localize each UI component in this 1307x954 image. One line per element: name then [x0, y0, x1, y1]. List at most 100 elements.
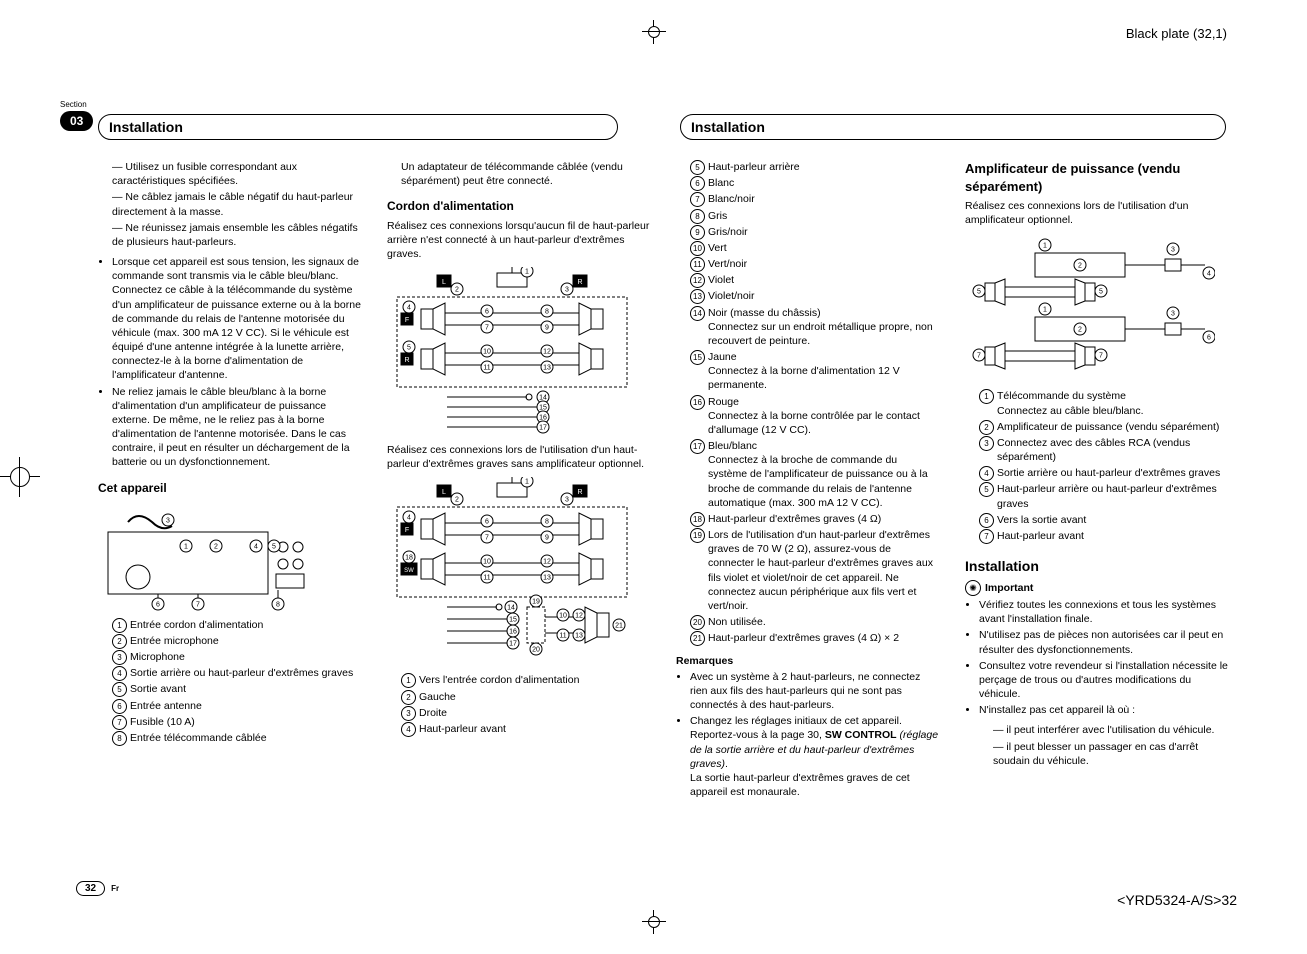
svg-text:L: L: [442, 279, 446, 286]
list-item: 3Droite: [401, 706, 650, 720]
crop-mark-bottom: [642, 910, 666, 934]
list-item: Utilisez un fusible correspondant aux ca…: [112, 160, 361, 188]
list-item: N'utilisez pas de pièces non autorisées …: [979, 628, 1228, 656]
svg-text:F: F: [405, 527, 409, 534]
list-item: Consultez votre revendeur si l'installat…: [979, 659, 1228, 702]
list-item: Changez les réglages initiaux de cet app…: [690, 714, 939, 799]
section-label: Section: [60, 100, 93, 109]
svg-text:6: 6: [156, 601, 160, 608]
list-item: 10Vert: [690, 241, 939, 255]
list-item: Vérifiez toutes les connexions et tous l…: [979, 598, 1228, 626]
col3-remarks: Avec un système à 2 haut-parleurs, ne co…: [676, 670, 939, 800]
install-heading: Installation: [965, 557, 1228, 576]
list-item: 2Entrée microphone: [112, 634, 361, 648]
svg-text:16: 16: [509, 629, 517, 636]
list-item: 6Blanc: [690, 176, 939, 190]
svg-text:10: 10: [559, 613, 567, 620]
svg-text:12: 12: [575, 613, 583, 620]
svg-text:8: 8: [276, 601, 280, 608]
list-item: 1Télécommande du systèmeConnectez au câb…: [979, 389, 1228, 417]
svg-text:5: 5: [977, 289, 981, 296]
svg-text:6: 6: [485, 519, 489, 526]
between-text: Réalisez ces connexions lors de l'utilis…: [387, 443, 650, 471]
list-item: 17Bleu/blancConnectez à la broche de com…: [690, 439, 939, 510]
list-item: 7Fusible (10 A): [112, 715, 361, 729]
list-text: Entrée microphone: [130, 635, 219, 647]
list-item: Ne réunissez jamais ensemble les câbles …: [112, 221, 361, 249]
svg-text:5: 5: [272, 543, 276, 550]
svg-text:1: 1: [184, 543, 188, 550]
list-item: 5Sortie avant: [112, 682, 361, 696]
list-item: 8Gris: [690, 209, 939, 223]
list-text: Entrée cordon d'alimentation: [130, 619, 263, 631]
svg-text:F: F: [405, 317, 409, 324]
list-item: 14Noir (masse du châssis)Connectez sur u…: [690, 306, 939, 349]
header-left: Installation: [98, 114, 618, 140]
svg-text:14: 14: [507, 605, 515, 612]
important-row: ✺ Important: [965, 580, 1228, 596]
svg-text:6: 6: [1207, 335, 1211, 342]
svg-text:7: 7: [1099, 353, 1103, 360]
svg-text:12: 12: [543, 349, 551, 356]
list-item: 18Haut-parleur d'extrêmes graves (4 Ω): [690, 512, 939, 526]
header-right: Installation: [680, 114, 1226, 140]
cord-heading: Cordon d'alimentation: [387, 198, 650, 214]
list-item: 19Lors de l'utilisation d'un haut-parleu…: [690, 528, 939, 613]
unit-heading: Cet appareil: [98, 480, 361, 496]
list-text: Droite: [419, 707, 447, 719]
list-item: il peut blesser un passager en cas d'arr…: [993, 740, 1228, 768]
right-title-pill: Installation: [680, 114, 1226, 140]
list-item: Avec un système à 2 haut-parleurs, ne co…: [690, 670, 939, 713]
list-item: 21Haut-parleur d'extrêmes graves (4 Ω) ×…: [690, 631, 939, 645]
svg-text:7: 7: [977, 353, 981, 360]
list-item: 1Entrée cordon d'alimentation: [112, 618, 361, 632]
list-item: 4Sortie arrière ou haut-parleur d'extrêm…: [979, 466, 1228, 480]
svg-text:10: 10: [483, 349, 491, 356]
list-item: 3Microphone: [112, 650, 361, 664]
svg-text:11: 11: [483, 365, 490, 372]
list-text: Gauche: [419, 691, 456, 703]
svg-text:10: 10: [483, 559, 491, 566]
cord-intro: Réalisez ces connexions lorsqu'aucun fil…: [387, 219, 650, 262]
lang-code: Fr: [111, 884, 119, 893]
wiring-diagram-1: LR FR 1 2 3 4 5 6 7 8 9 10 11 12 13 14 1: [387, 267, 650, 437]
list-item: Ne câblez jamais le câble négatif du hau…: [112, 190, 361, 218]
svg-text:3: 3: [1171, 311, 1175, 318]
col1-dash-list: Utilisez un fusible correspondant aux ca…: [98, 160, 361, 249]
plate-label: Black plate (32,1): [1126, 26, 1227, 41]
svg-text:4: 4: [1207, 271, 1211, 278]
svg-text:9: 9: [545, 535, 549, 542]
footer-left: 32 Fr: [76, 881, 119, 896]
amp-intro: Réalisez ces connexions lors de l'utilis…: [965, 199, 1228, 227]
svg-text:2: 2: [455, 497, 459, 504]
list-item: 20Non utilisée.: [690, 615, 939, 629]
left-title-pill: Installation: [98, 114, 618, 140]
svg-text:4: 4: [407, 305, 411, 312]
svg-text:19: 19: [532, 599, 540, 606]
svg-text:14: 14: [539, 395, 547, 402]
list-item: 4Haut-parleur avant: [401, 722, 650, 736]
column-2: Un adaptateur de télécommande câblée (ve…: [387, 160, 650, 805]
svg-text:11: 11: [483, 575, 490, 582]
svg-text:6: 6: [485, 309, 489, 316]
list-item: 1Vers l'entrée cordon d'alimentation: [401, 673, 650, 687]
svg-text:13: 13: [543, 365, 551, 372]
list-item: N'installez pas cet appareil là où :: [979, 703, 1228, 717]
column-4: Amplificateur de puissance (vendu séparé…: [965, 160, 1228, 805]
svg-text:13: 13: [543, 575, 551, 582]
svg-text:3: 3: [1171, 247, 1175, 254]
svg-text:R: R: [577, 279, 582, 286]
page-columns: Utilisez un fusible correspondant aux ca…: [98, 160, 1228, 805]
section-badge: Section 03: [60, 100, 93, 131]
svg-text:2: 2: [1078, 327, 1082, 334]
list-item: 5Haut-parleur arrière ou haut-parleur d'…: [979, 482, 1228, 510]
svg-text:5: 5: [407, 345, 411, 352]
footer-code: <YRD5324-A/S>32: [1117, 892, 1237, 908]
list-item: 6Entrée antenne: [112, 699, 361, 713]
svg-text:21: 21: [615, 623, 623, 630]
amp-list: 1Télécommande du systèmeConnectez au câb…: [965, 389, 1228, 543]
svg-text:L: L: [442, 489, 446, 496]
column-3: 5Haut-parleur arrière6Blanc7Blanc/noir8G…: [676, 160, 939, 805]
list-item: 2Gauche: [401, 690, 650, 704]
important-label: Important: [985, 581, 1033, 595]
